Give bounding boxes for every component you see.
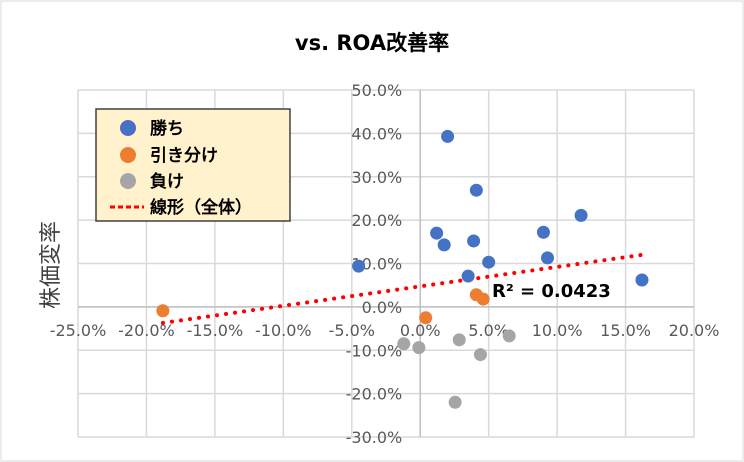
legend-label-draw: 引き分け xyxy=(150,146,218,166)
point-series-2 xyxy=(412,341,426,355)
y-tick-label: 30.0% xyxy=(351,168,402,187)
legend-label-lose: 負け xyxy=(150,172,184,192)
y-tick-label: -10.0% xyxy=(346,341,403,360)
y-tick-label: 0.0% xyxy=(362,298,403,317)
trendline xyxy=(160,252,644,325)
y-tick-label: -20.0% xyxy=(346,385,403,404)
x-tick-label: 15.0% xyxy=(600,321,651,340)
x-tick-label: -5.0% xyxy=(329,321,375,340)
chart-title: vs. ROA改善率 xyxy=(295,31,449,55)
x-tick-label: 10.0% xyxy=(532,321,583,340)
y-tick-label: -30.0% xyxy=(346,428,403,447)
point-series-2 xyxy=(473,348,487,362)
point-series-2 xyxy=(397,337,411,351)
point-series-0 xyxy=(482,255,496,269)
x-tick-label: -10.0% xyxy=(255,321,312,340)
point-series-0 xyxy=(635,273,649,287)
data-points xyxy=(156,129,649,409)
point-series-2 xyxy=(452,333,466,347)
legend-marker-draw xyxy=(120,147,136,163)
point-series-0 xyxy=(467,234,481,248)
x-tick-label: -20.0% xyxy=(118,321,175,340)
r-squared-label: R² = 0.0423 xyxy=(492,281,611,302)
point-series-0 xyxy=(437,238,451,252)
x-tick-label: -25.0% xyxy=(50,321,107,340)
point-series-0 xyxy=(352,259,366,273)
point-series-1 xyxy=(156,304,170,318)
trendline-linear xyxy=(160,252,644,325)
point-series-0 xyxy=(461,269,475,283)
x-tick-label: 5.0% xyxy=(468,321,509,340)
point-series-0 xyxy=(469,183,483,197)
axes xyxy=(78,90,694,437)
y-tick-label: 20.0% xyxy=(351,211,402,230)
x-tick-label: 0.0% xyxy=(400,321,441,340)
point-series-0 xyxy=(441,129,455,143)
y-tick-label: 40.0% xyxy=(351,124,402,143)
point-series-2 xyxy=(502,329,516,343)
legend-marker-win xyxy=(120,120,136,136)
y-axis-label: 株価変率 xyxy=(39,221,64,309)
y-tick-label: 50.0% xyxy=(351,81,402,100)
point-series-0 xyxy=(541,251,555,265)
legend-label-win: 勝ち xyxy=(150,118,184,139)
point-series-1 xyxy=(419,311,433,325)
point-series-0 xyxy=(574,208,588,222)
x-tick-label: -15.0% xyxy=(187,321,244,340)
legend-marker-lose xyxy=(120,173,136,189)
point-series-2 xyxy=(448,395,462,409)
point-series-0 xyxy=(430,226,444,240)
point-series-0 xyxy=(536,225,550,239)
point-series-1 xyxy=(476,292,490,306)
tick-labels: -25.0% -20.0% -15.0% -10.0% -5.0% 0.0% 5.0% 10.… xyxy=(50,81,720,447)
legend-label-trend: 線形（全体） xyxy=(150,197,252,218)
legend: 勝ち 引き分け 負け 線形（全体） xyxy=(95,108,291,222)
x-tick-label: 20.0% xyxy=(669,321,720,340)
